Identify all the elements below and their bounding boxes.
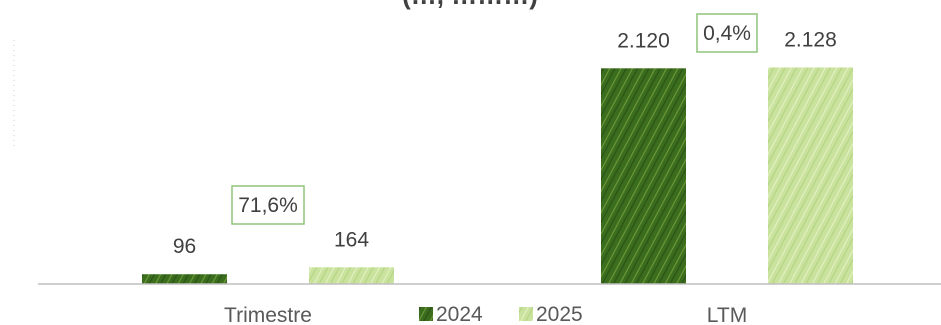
bars-group: [142, 67, 853, 285]
growth-labels-group: 71,6% 0,4%: [231, 13, 758, 225]
value-label-trimestre-2025: 164: [334, 228, 369, 251]
legend-label-2025: 2025: [536, 303, 583, 325]
legend-swatch-2025: [519, 307, 533, 321]
value-label-ltm-2025: 2.128: [784, 29, 837, 52]
bar-ltm-2025: [768, 67, 853, 284]
title-fragment: (…, ………): [402, 0, 538, 10]
legend: 2024 2025: [419, 303, 583, 325]
growth-box-ltm: [696, 13, 758, 53]
growth-text-trimestre: 71,6%: [238, 194, 298, 217]
growth-label-trimestre: 71,6%: [231, 185, 305, 225]
legend-swatch-2024: [419, 307, 433, 321]
value-label-trimestre-2024: 96: [173, 235, 196, 258]
value-label-ltm-2024: 2.120: [617, 29, 670, 52]
growth-text-ltm: 0,4%: [703, 22, 751, 45]
bar-trimestre-2024: [142, 274, 227, 284]
growth-box-trimestre: [231, 185, 305, 225]
bar-ltm-2024: [601, 68, 686, 285]
growth-label-ltm: 0,4%: [696, 13, 758, 53]
bar-trimestre-2025: [309, 267, 394, 284]
value-labels-group: 96 164 2.120 2.128: [173, 29, 837, 259]
legend-label-2024: 2024: [436, 303, 483, 325]
category-label-ltm: LTM: [707, 304, 747, 325]
category-label-trimestre: Trimestre: [224, 304, 312, 325]
